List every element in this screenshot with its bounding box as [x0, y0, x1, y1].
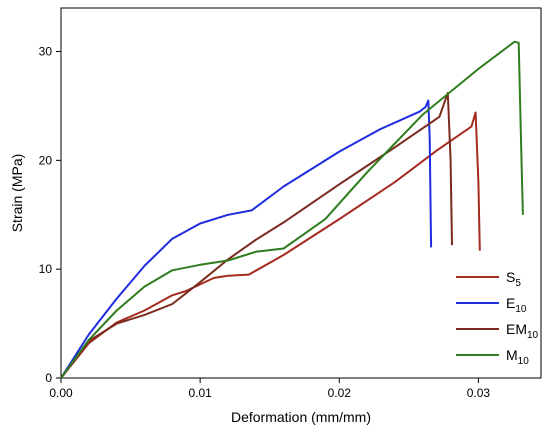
x-tick-label: 0.01: [188, 386, 212, 400]
plot-frame: [60, 7, 542, 379]
series-line-s5: [60, 111, 481, 379]
series-lines: [60, 40, 524, 379]
x-tick-label: 0.00: [49, 386, 73, 400]
legend-label: S5: [506, 269, 521, 289]
series-line-m10: [60, 40, 524, 379]
legend-item-em10: EM10: [456, 321, 539, 341]
y-tick-label: 30: [39, 45, 53, 59]
x-axis-label: Deformation (mm/mm): [231, 409, 371, 425]
y-tick-label: 10: [39, 262, 53, 276]
y-axis-label: Strain (MPa): [9, 154, 25, 233]
legend-item-e10: E10: [456, 295, 527, 315]
legend-label: E10: [506, 295, 527, 315]
x-tick-label: 0.03: [467, 386, 491, 400]
series-line-em10: [60, 91, 453, 379]
legend-item-s5: S5: [456, 269, 521, 289]
axis-ticks: 0.00 0.01 0.02 0.03 0 10 20 30: [39, 45, 491, 400]
y-tick-label: 20: [39, 153, 53, 167]
legend-label: M10: [506, 347, 529, 367]
series-line-e10: [60, 99, 433, 379]
legend-item-m10: M10: [456, 347, 529, 367]
legend-label: EM10: [506, 321, 539, 341]
y-tick-label: 0: [45, 371, 52, 385]
legend: S5 E10 EM10 M10: [456, 269, 539, 367]
x-tick-label: 0.02: [328, 386, 352, 400]
